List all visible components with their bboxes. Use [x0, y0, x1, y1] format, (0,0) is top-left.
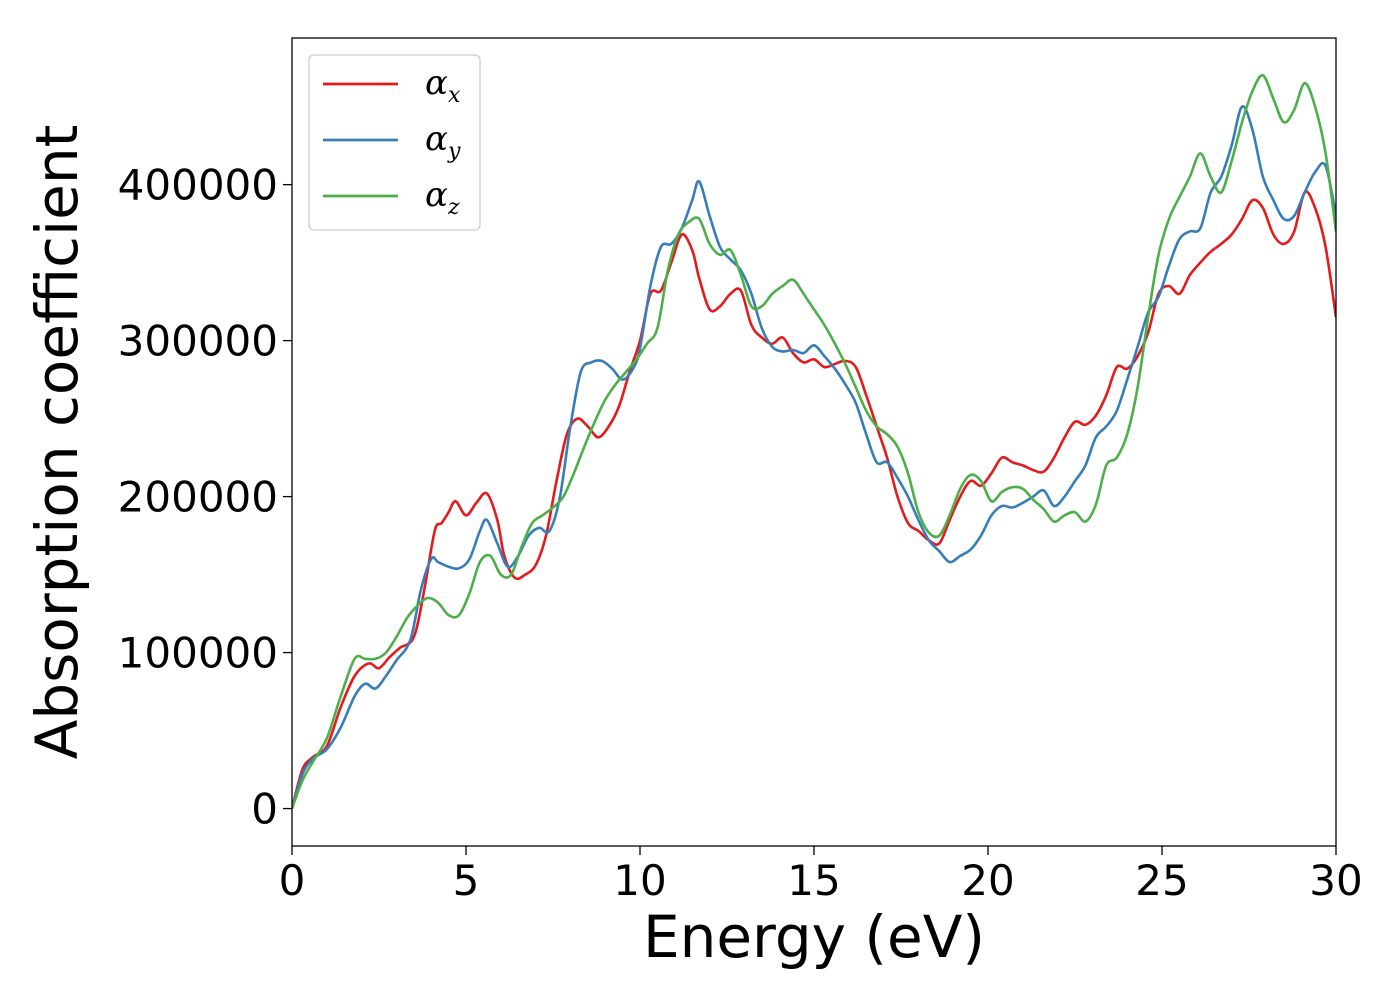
x-axis-label: Energy (eV) [643, 903, 985, 971]
x-tick-label: 25 [1135, 856, 1188, 905]
y-tick-label: 400000 [118, 161, 278, 210]
x-tick-label: 30 [1309, 856, 1362, 905]
y-tick-label: 200000 [118, 473, 278, 522]
x-tick-label: 15 [787, 856, 840, 905]
x-tick-label: 5 [453, 856, 480, 905]
y-tick-label: 100000 [118, 629, 278, 678]
series-line-z [292, 74, 1336, 810]
series-layer [292, 74, 1336, 810]
series-line-y [292, 105, 1336, 809]
y-axis-label: Absorption coefficient [23, 125, 91, 760]
x-tick-label: 20 [961, 856, 1014, 905]
legend-subscript: y [447, 139, 461, 164]
x-tick-label: 10 [613, 856, 666, 905]
legend-label-x: αx [425, 63, 461, 108]
y-tick-label: 0 [251, 785, 278, 834]
legend-subscript: x [448, 83, 461, 108]
y-axis-ticks: 0 100000 200000 300000 400000 [118, 161, 292, 834]
x-axis-ticks: 0 5 10 15 20 25 30 [279, 846, 1363, 905]
legend-subscript: z [447, 195, 460, 220]
x-tick-label: 0 [279, 856, 306, 905]
y-tick-label: 300000 [118, 317, 278, 366]
legend-box [308, 54, 481, 231]
